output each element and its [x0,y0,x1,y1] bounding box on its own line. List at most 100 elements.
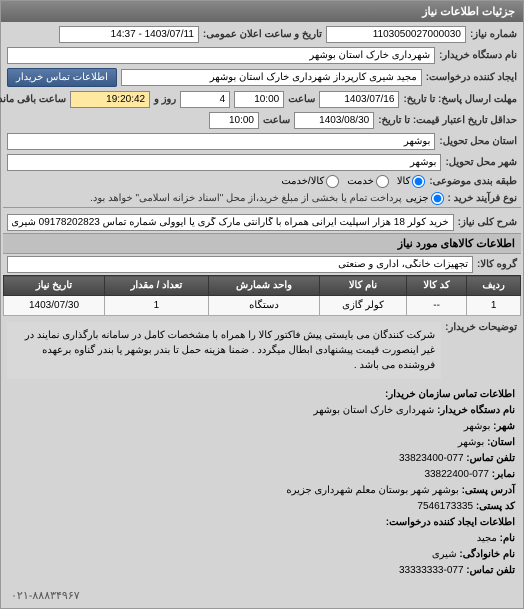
contact-section: اطلاعات تماس سازمان خریدار: نام دستگاه خ… [3,381,521,585]
contact-fax: 077-33822400 [424,469,489,480]
row-city: شهر محل تحویل: [3,152,521,173]
remaining-label: ساعت باقی مانده [0,94,66,105]
proc-jozei-radio[interactable] [431,192,444,205]
th-code: کد کالا [406,276,466,296]
contact-phone2-line: تلفن تماس: 077-33333333 [9,563,515,579]
table-row[interactable]: 1 -- کولر گازی دستگاه 1 1403/07/30 [4,296,521,316]
contact-postal-line: کد پستی: 7546173335 [9,499,515,515]
row-deadline: مهلت ارسال پاسخ: تا تاریخ: ساعت روز و سا… [3,89,521,110]
process-label: نوع فرآیند خرید : [448,193,517,204]
buyer-note-label: توضیحات خریدار: [445,322,517,333]
buyer-note-text: شرکت کنندگان می بایستی پیش فاکتور کالا ر… [7,322,441,379]
panel-title: جزئیات اطلاعات نیاز [1,1,523,22]
proc-jozei-option[interactable]: جزیی [406,192,444,205]
city-input[interactable] [7,154,441,171]
saat2-label: ساعت [263,115,290,126]
contact-address-label: آدرس پستی: [462,485,515,496]
deadline-date-input[interactable] [319,91,399,108]
contact-address-line: آدرس پستی: بوشهر شهر بوستان معلم شهرداری… [9,483,515,499]
contact-phone-line: تلفن تماس: 077-33823400 [9,451,515,467]
deadline-days-input[interactable] [180,91,230,108]
table-header-row: ردیف کد کالا نام کالا واحد شمارش تعداد /… [4,276,521,296]
province-input[interactable] [7,133,435,150]
contact-fax-label: نمابر: [492,469,515,480]
validity-date-input[interactable] [294,112,374,129]
td-date: 1403/07/30 [4,296,105,316]
row-buyer-org: نام دستگاه خریدار: [3,45,521,66]
province-label: استان محل تحویل: [439,136,517,147]
row-buyer-note: توضیحات خریدار: شرکت کنندگان می بایستی پ… [3,316,521,381]
th-row: ردیف [467,276,521,296]
row-process: نوع فرآیند خرید : جزیی پرداخت تمام یا بخ… [3,190,521,207]
group-input[interactable] [7,256,473,273]
goods-section-title: اطلاعات کالاهای مورد نیاز [3,233,521,254]
cat-khedmat-radio[interactable] [376,175,389,188]
cat-khedmat-option[interactable]: خدمت [347,175,389,188]
buyer-org-label: نام دستگاه خریدار: [439,50,517,61]
contact-province: بوشهر [458,437,484,448]
cat-kala-radio[interactable] [412,175,425,188]
row-need-title: شرح کلی نیاز: [3,207,521,233]
city-label: شهر محل تحویل: [445,157,517,168]
deadline-time-input[interactable] [234,91,284,108]
group-label: گروه کالا: [477,259,517,270]
contact-name-label: نام: [500,533,515,544]
goods-table: ردیف کد کالا نام کالا واحد شمارش تعداد /… [3,275,521,316]
contact-address: بوشهر شهر بوستان معلم شهرداری جزیره [286,485,458,496]
contact-org: شهرداری خارک استان بوشهر [314,405,435,416]
cat-combo-option[interactable]: کالا/خدمت [281,175,339,188]
th-unit: واحد شمارش [208,276,319,296]
contact-lastname: شیری [432,549,457,560]
saat1-label: ساعت [288,94,315,105]
td-name: کولر گازی [320,296,407,316]
th-qty: تعداد / مقدار [105,276,209,296]
contact-postal: 7546173335 [417,501,473,512]
row-requester: ایجاد کننده درخواست: اطلاعات تماس خریدار [3,66,521,89]
row-category: طبقه بندی موضوعی: کالا خدمت کالا/خدمت [3,173,521,190]
contact-name: مجید [477,533,497,544]
contact-phone2-label: تلفن تماس: [466,565,515,576]
contact-province-label: استان: [487,437,515,448]
contact-phone-label: تلفن تماس: [466,453,515,464]
validity-time-input[interactable] [209,112,259,129]
contact-name-line: نام: مجید [9,531,515,547]
need-title-label: شرح کلی نیاز: [458,217,517,228]
need-number-label: شماره نیاز: [470,29,517,40]
footer-phone: ۰۲۱-۸۸۸۳۴۹۶۷ [3,585,521,606]
td-code: -- [406,296,466,316]
announce-label: تاریخ و ساعت اعلان عمومی: [203,29,322,40]
contact-section2-title: اطلاعات ایجاد کننده درخواست: [9,515,515,531]
contact-city-line: شهر: بوشهر [9,419,515,435]
row-need-number: شماره نیاز: تاریخ و ساعت اعلان عمومی: [3,24,521,45]
announce-input[interactable] [59,26,199,43]
cat-kala-option[interactable]: کالا [397,175,426,188]
requester-label: ایجاد کننده درخواست: [426,72,517,83]
category-label: طبقه بندی موضوعی: [429,176,517,187]
row-group: گروه کالا: [3,254,521,275]
contact-phone2: 077-33333333 [399,565,464,576]
need-number-input[interactable] [326,26,466,43]
requester-input[interactable] [121,69,422,86]
td-qty: 1 [105,296,209,316]
remaining-time-input[interactable] [70,91,150,108]
category-radio-group: کالا خدمت کالا/خدمت [281,175,425,188]
process-radio-group: جزیی [406,192,444,205]
contact-postal-label: کد پستی: [476,501,515,512]
contact-buyer-button[interactable]: اطلاعات تماس خریدار [7,68,117,87]
contact-org-line: نام دستگاه خریدار: شهرداری خارک استان بو… [9,403,515,419]
cat-combo-radio[interactable] [326,175,339,188]
buyer-org-input[interactable] [7,47,435,64]
contact-city-label: شهر: [493,421,515,432]
contact-city: بوشهر [464,421,490,432]
contact-org-label: نام دستگاه خریدار: [437,405,515,416]
validity-label: حداقل تاریخ اعتبار قیمت: تا تاریخ: [378,115,517,126]
contact-province-line: استان: بوشهر [9,435,515,451]
need-title-input[interactable] [7,214,454,231]
row-province: استان محل تحویل: [3,131,521,152]
th-name: نام کالا [320,276,407,296]
contact-section1-title: اطلاعات تماس سازمان خریدار: [9,387,515,403]
deadline-label: مهلت ارسال پاسخ: تا تاریخ: [403,94,517,105]
row-validity: حداقل تاریخ اعتبار قیمت: تا تاریخ: ساعت [3,110,521,131]
contact-lastname-line: نام خانوادگی: شیری [9,547,515,563]
td-row: 1 [467,296,521,316]
